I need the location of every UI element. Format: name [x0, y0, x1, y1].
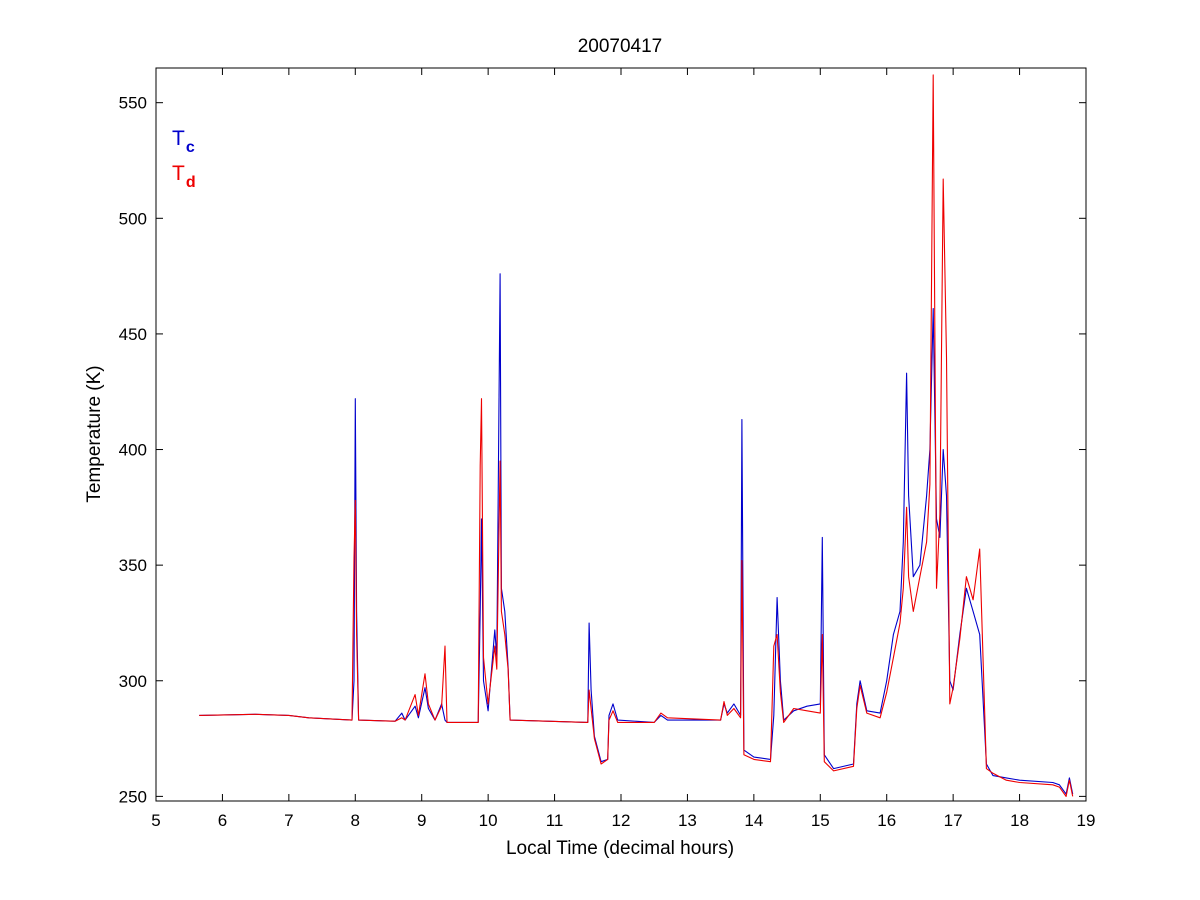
x-tick-label: 11 — [546, 811, 564, 830]
x-tick-label: 9 — [417, 811, 426, 830]
y-tick-label: 300 — [119, 672, 147, 691]
plot-area: 5 6 7 8 9 10 11 12 13 14 15 16 17 18 19 250 300 350 400 450… — [119, 67, 1096, 830]
plot-frame — [155, 67, 1087, 802]
series-line-d — [199, 74, 1074, 797]
x-tick-label: 14 — [744, 811, 763, 830]
y-axis-label: Temperature (K) — [84, 365, 105, 502]
series-layer — [199, 74, 1074, 797]
x-tick-label: 8 — [351, 811, 360, 830]
y-tick-label: 450 — [119, 325, 147, 344]
y-tick-label: 500 — [119, 209, 147, 228]
y-tick-label: 250 — [119, 787, 147, 806]
x-tick-label: 15 — [811, 811, 830, 830]
x-tick-label: 18 — [1010, 811, 1029, 830]
chart-title: 20070417 — [578, 36, 663, 57]
x-tick-label: 7 — [284, 811, 293, 830]
legend-entry-c: Tc — [172, 127, 195, 156]
legend: Tc Td — [172, 127, 196, 191]
tick-layer: 5 6 7 8 9 10 11 12 13 14 15 16 17 18 19 250 300 350 400 450… — [119, 68, 1096, 830]
x-tick-label: 12 — [612, 811, 631, 830]
x-axis-label: Local Time (decimal hours) — [506, 838, 734, 859]
y-tick-label: 550 — [119, 94, 147, 113]
y-tick-label: 400 — [119, 441, 147, 460]
x-tick-label: 6 — [218, 811, 227, 830]
x-tick-label: 10 — [479, 811, 498, 830]
y-tick-label: 350 — [119, 556, 147, 575]
x-tick-label: 19 — [1077, 811, 1096, 830]
x-tick-label: 17 — [944, 811, 963, 830]
legend-entry-d: Td — [172, 162, 196, 191]
x-tick-label: 16 — [877, 811, 896, 830]
x-tick-label: 5 — [151, 811, 160, 830]
x-tick-label: 13 — [678, 811, 697, 830]
